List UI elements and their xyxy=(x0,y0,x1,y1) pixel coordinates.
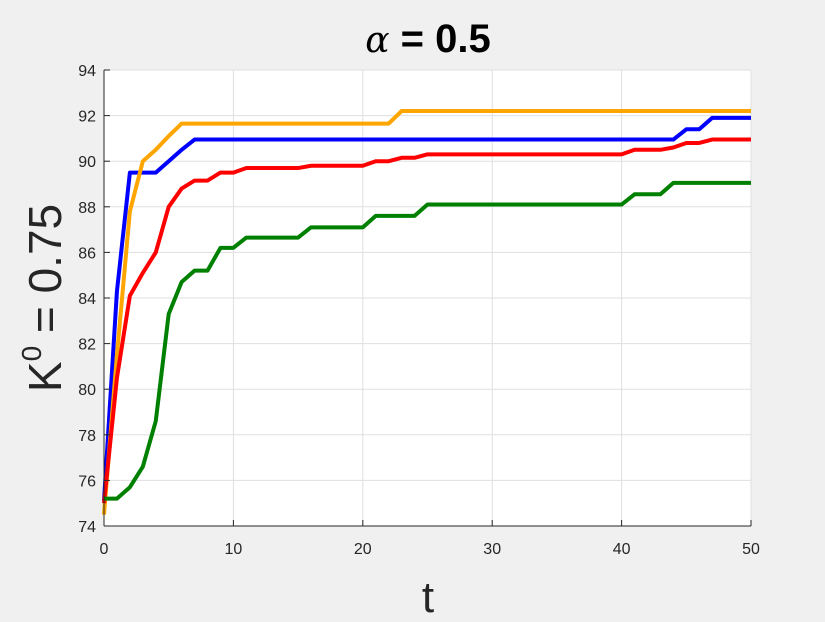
y-axis-label-base: K xyxy=(19,361,71,392)
tick-labels: 0 10 20 30 40 50 74 76 78 80 82 84 86 88 90 92 94 xyxy=(78,63,760,558)
y-tick-label: 84 xyxy=(78,291,96,308)
y-tick-label: 88 xyxy=(78,200,96,217)
svg-text:K0 = 0.75: K0 = 0.75 xyxy=(16,204,71,392)
y-axis-label: K0 = 0.75 xyxy=(16,204,71,392)
title-value: = 0.5 xyxy=(390,17,491,61)
y-tick-label: 92 xyxy=(78,109,96,126)
y-tick-label: 74 xyxy=(78,519,96,536)
x-tick-label: 50 xyxy=(742,541,760,558)
y-tick-label: 86 xyxy=(78,245,96,262)
series-layer xyxy=(102,109,751,515)
x-tick-label: 0 xyxy=(100,541,109,558)
axes xyxy=(103,69,752,527)
y-tick-label: 80 xyxy=(78,382,96,399)
x-tick-label: 40 xyxy=(613,541,631,558)
series-line-3 xyxy=(102,137,751,504)
y-tick-label: 94 xyxy=(78,63,96,80)
y-axis-label-rest: = 0.75 xyxy=(19,204,71,346)
series-line-2 xyxy=(102,109,751,515)
y-tick-label: 78 xyxy=(78,428,96,445)
title-alpha-symbol: α xyxy=(365,20,389,61)
series-line-4 xyxy=(104,180,751,501)
y-tick-label: 90 xyxy=(78,154,96,171)
series-line-1 xyxy=(102,115,751,502)
x-tick-label: 20 xyxy=(354,541,372,558)
y-tick-label: 76 xyxy=(78,473,96,490)
x-tick-label: 30 xyxy=(483,541,501,558)
y-axis-label-superscript: 0 xyxy=(16,346,47,362)
y-tick-label: 82 xyxy=(78,337,96,354)
chart-title: α = 0.5 xyxy=(365,17,491,61)
x-tick-label: 10 xyxy=(225,541,243,558)
x-axis-label: t xyxy=(422,573,434,622)
